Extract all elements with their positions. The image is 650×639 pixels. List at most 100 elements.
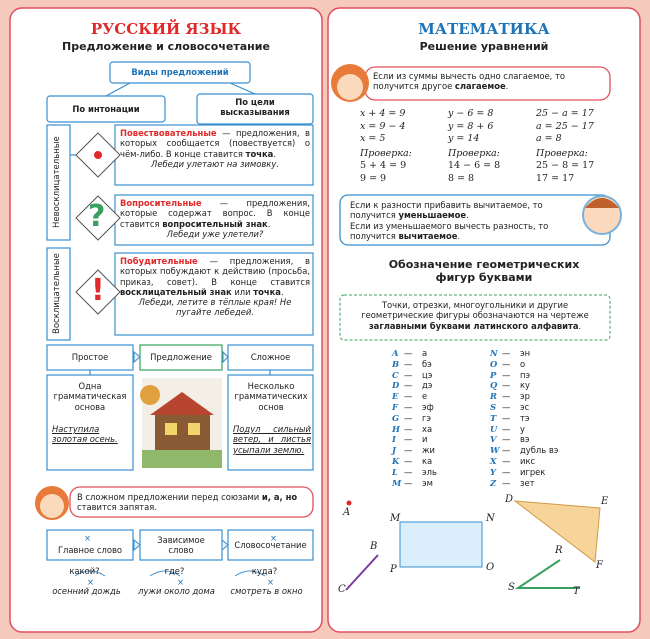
definition: Побудительные — предложения, в которых п…	[120, 256, 310, 318]
text-part: .	[466, 210, 469, 221]
side-label: Невосклицательные	[52, 136, 62, 229]
letter-name: эр	[520, 391, 530, 402]
cross: ×	[270, 533, 278, 543]
dash: —	[404, 412, 413, 423]
equation: a = 8	[536, 133, 562, 144]
dash: —	[502, 412, 511, 423]
letter: F	[392, 402, 398, 412]
text-part: слагаемое	[454, 81, 506, 92]
equation: y − 6 = 8	[448, 108, 494, 119]
letter: Z	[490, 477, 497, 488]
letter: A	[392, 348, 399, 358]
text-part: Если к разности прибавить вычитаемое, то…	[350, 200, 543, 221]
definition: Повествовательные — предложения, в котор…	[120, 128, 310, 169]
cross: ×	[84, 533, 92, 543]
dot-mark	[94, 151, 102, 159]
shape	[75, 195, 121, 241]
dash: —	[404, 369, 413, 380]
girl-avatar	[35, 486, 69, 520]
box: По цели высказывания	[220, 97, 290, 118]
subtitle: Решение уравнений	[419, 40, 549, 53]
letter: Q	[490, 380, 498, 391]
letter: N	[490, 348, 498, 358]
dash: —	[502, 358, 511, 369]
shape	[109, 61, 251, 84]
letter: C	[392, 369, 399, 380]
shape	[69, 486, 314, 518]
letter: T	[490, 412, 497, 423]
letter-name: дубль вэ	[520, 445, 559, 456]
shape	[40, 494, 64, 518]
equation: x = 5	[360, 133, 386, 144]
letter: J	[392, 445, 396, 456]
text-part: .	[280, 286, 284, 297]
text-part: .	[457, 230, 461, 241]
equation: 17 = 17	[536, 172, 575, 184]
mark: ?	[88, 199, 106, 234]
dash: —	[404, 423, 413, 434]
shape	[165, 423, 177, 435]
shape	[399, 521, 483, 568]
letter-name: игрек	[520, 466, 546, 477]
text-part: Лебеди, летите в тёплые края! Не пугайте…	[138, 297, 292, 318]
check-label: Проверка:	[448, 148, 500, 159]
text-part: или	[231, 286, 254, 297]
question: куда?	[251, 566, 278, 576]
shape	[105, 82, 131, 97]
dash: —	[502, 445, 511, 456]
letter-name: бэ	[422, 358, 432, 369]
dash: —	[502, 466, 511, 477]
rule: Если к разности прибавить вычитаемое, то…	[350, 200, 582, 241]
text-part: .	[578, 320, 582, 331]
letter: W	[490, 445, 500, 456]
box: Главное слово	[57, 545, 123, 555]
text-part: В сложном предложении перед союзами	[77, 492, 262, 502]
phrase-example: осенний дождь	[52, 586, 121, 596]
letter-name: пэ	[520, 369, 531, 380]
shape	[140, 385, 160, 405]
text-part: вычитаемое	[398, 230, 458, 241]
letter: P	[490, 369, 497, 380]
boy-avatar	[582, 195, 622, 235]
equation: 8 = 8	[448, 172, 475, 184]
letter-name: тэ	[520, 412, 530, 423]
box: Простое	[71, 352, 109, 362]
title: МАТЕМАТИКА	[418, 20, 550, 38]
equation: 9 = 9	[360, 172, 387, 184]
shape	[229, 82, 256, 95]
letter-name: ха	[422, 423, 433, 434]
shape	[46, 247, 71, 341]
text-part: Если из уменьшаемого вычесть разность, т…	[350, 220, 549, 241]
letter-name: а	[422, 348, 428, 358]
letter: M	[392, 477, 402, 488]
letter: L	[392, 466, 398, 477]
dash: —	[502, 380, 511, 391]
figure-label: D	[505, 494, 514, 505]
box: Словосочетание	[234, 540, 307, 550]
text-part: золотая осень.	[52, 434, 118, 445]
house	[140, 378, 222, 468]
subtitle: Предложение и словосочетание	[62, 40, 270, 53]
figure-label: S	[508, 582, 515, 593]
equation: 14 − 6 = 8	[448, 160, 501, 171]
shape	[150, 392, 214, 415]
text-part: точка	[245, 148, 274, 159]
desc: Одна грамматическая основа	[53, 381, 127, 412]
shape	[75, 269, 121, 315]
shape	[337, 74, 363, 100]
phrase-example: смотреть в окно	[230, 586, 303, 596]
figure-label: N	[486, 513, 495, 524]
question: какой?	[69, 566, 100, 576]
letter-name: дэ	[422, 380, 433, 391]
check-label: Проверка:	[536, 148, 588, 159]
rule: Точки, отрезки, многоугольники и другие …	[346, 300, 604, 331]
letter-name: эф	[422, 402, 434, 412]
text-part: точка	[253, 286, 281, 297]
dash: —	[404, 380, 413, 391]
girl-avatar-2	[331, 64, 369, 102]
figure-label: R	[555, 545, 563, 556]
equation: y = 14	[448, 133, 480, 144]
cross: ×	[267, 577, 275, 587]
letter-name: ка	[422, 456, 433, 466]
